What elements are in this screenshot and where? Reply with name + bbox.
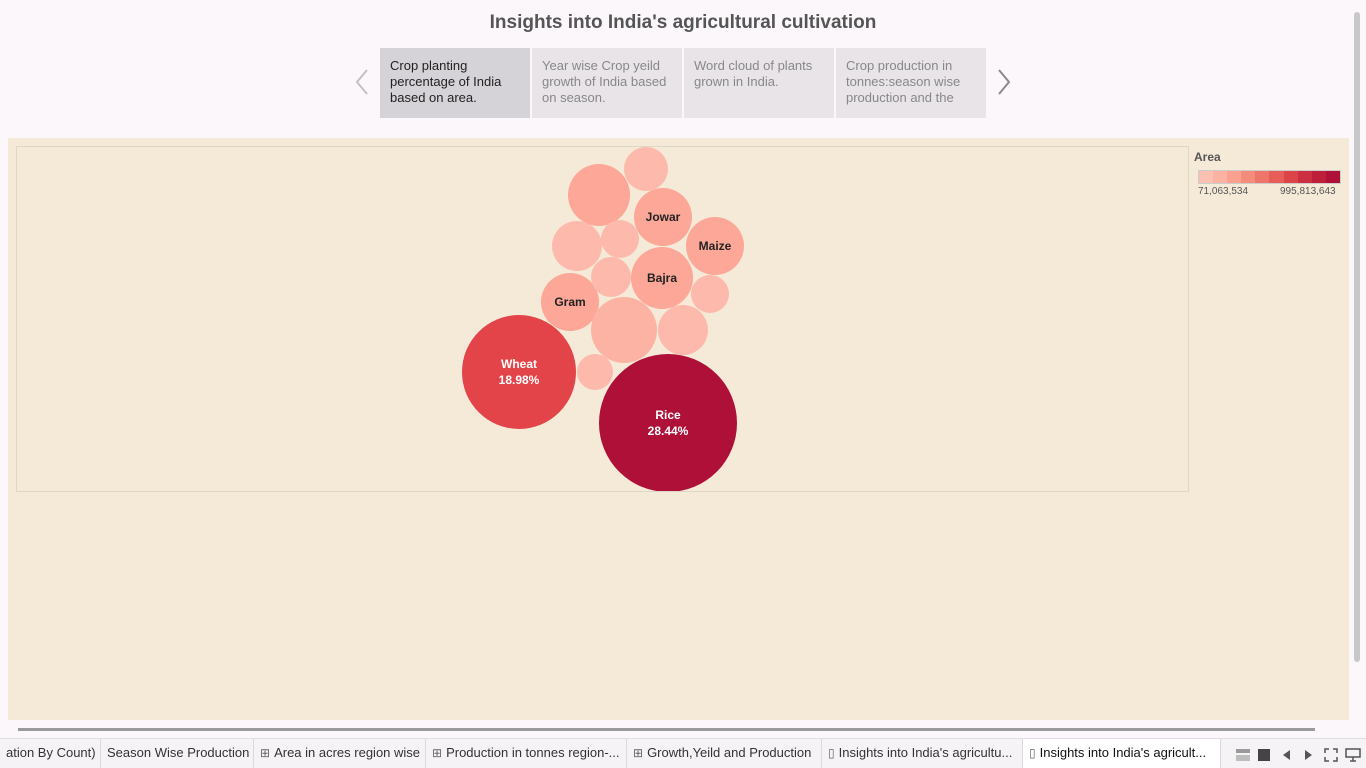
bubble-mark[interactable] [631,247,693,309]
story-icon: ▯ [1029,746,1036,760]
bubble-mark[interactable] [462,315,576,429]
tab-scroll-left-icon[interactable] [1283,750,1291,760]
fullscreen-icon[interactable] [1324,748,1338,762]
bubble-mark[interactable] [691,275,729,313]
dashboard-tab-growth-yield[interactable]: ⊞ Growth,Yeild and Production [627,739,822,768]
legend-min-label: 71,063,534 [1198,186,1249,197]
bubble-rice[interactable]: Rice 28.44% [599,354,737,491]
bubble-mark[interactable] [634,188,692,246]
bubble-unlabeled[interactable] [691,275,729,313]
bubble-wheat[interactable]: Wheat 18.98% [462,315,576,429]
legend-color-step [1325,171,1340,183]
story-tab-insights-2[interactable]: ▯ Insights into India's agricult... [1023,739,1221,768]
story-title: Insights into India's agricultural culti… [489,12,877,33]
dashboard-icon: ⊞ [432,746,443,760]
chevron-right-icon [998,69,1011,95]
bubble-mark[interactable] [601,220,639,258]
bubble-bajra[interactable]: Bajra [631,247,693,309]
bubble-percent-label: 18.98% [499,373,540,387]
bubble-label: Bajra [647,271,677,285]
bubble-unlabeled[interactable] [552,221,602,271]
bubble-maize[interactable]: Maize [686,217,744,275]
bubble-jowar[interactable]: Jowar [634,188,692,246]
bubble-unlabeled[interactable] [577,354,613,390]
story-point-4[interactable]: Crop production in tonnes:season wise pr… [836,48,986,118]
tab-label: Production in tonnes region-... [446,745,620,760]
bubble-unlabeled[interactable] [658,305,708,355]
bubble-label: Jowar [646,210,681,224]
show-tabs-icon[interactable] [1258,749,1270,761]
legend-color-step [1297,171,1312,183]
tab-label: Season Wise Production [107,745,250,760]
story-point-3[interactable]: Word cloud of plants grown in India. [684,48,834,118]
legend-color-step [1227,171,1242,183]
tab-label: Growth,Yeild and Production [647,745,812,760]
bubble-mark[interactable] [599,354,737,491]
dashboard-canvas: Rice 28.44% Wheat 18.98% Jowar Maize Bajra Gram… [8,138,1349,720]
color-legend-bar[interactable] [1198,170,1341,184]
bubble-mark[interactable] [577,354,613,390]
bubble-mark[interactable] [568,164,630,226]
dashboard-tab-production-region[interactable]: ⊞ Production in tonnes region-... [426,739,627,768]
bubble-mark[interactable] [552,221,602,271]
bubble-chart-frame: Rice 28.44% Wheat 18.98% Jowar Maize Bajra Gram [16,146,1189,492]
legend-color-step [1269,171,1284,183]
tab-label: ation By Count) [6,745,96,760]
bubble-unlabeled[interactable] [591,297,657,363]
bubble-mark[interactable] [591,297,657,363]
bubble-mark[interactable] [658,305,708,355]
next-story-point-button[interactable] [994,66,1014,98]
sheet-tab-season-wise-production[interactable]: Season Wise Production [101,739,254,768]
tab-scroll-right-icon[interactable] [1305,750,1313,760]
legend-color-step [1213,171,1228,183]
legend-color-step [1241,171,1256,183]
chevron-left-icon [355,69,368,95]
bubble-gram[interactable]: Gram [541,273,599,331]
horizontal-scrollbar[interactable] [18,728,1315,731]
bubble-mark[interactable] [541,273,599,331]
story-tab-insights-1[interactable]: ▯ Insights into India's agricultu... [822,739,1023,768]
bubble-chart: Rice 28.44% Wheat 18.98% Jowar Maize Bajra Gram [462,147,744,491]
story-point-1[interactable]: Crop planting percentage of India based … [380,48,530,118]
story-icon: ▯ [828,746,835,760]
legend-color-step [1311,171,1326,183]
bubble-label: Maize [699,239,732,253]
bubble-label: Rice [655,408,681,422]
bubble-mark[interactable] [686,217,744,275]
bubble-mark[interactable] [624,147,668,191]
legend-color-step [1283,171,1298,183]
dashboard-icon: ⊞ [633,746,644,760]
tab-label: Area in acres region wise [274,745,421,760]
legend-title: Area [1194,150,1221,164]
story-header: Insights into India's agricultural culti… [0,0,1352,136]
sheet-tab-bar: ation By Count) Season Wise Production ⊞… [0,738,1366,768]
bubble-unlabeled[interactable] [591,257,631,297]
bubble-percent-label: 28.44% [648,424,689,438]
bubble-unlabeled[interactable] [601,220,639,258]
tab-label: Insights into India's agricult... [1039,745,1207,760]
bubble-label: Gram [554,295,585,309]
bubble-unlabeled[interactable] [624,147,668,191]
legend-max-label: 995,813,643 [1280,186,1336,197]
previous-story-point-button[interactable] [352,66,372,98]
presentation-mode-icon[interactable] [1345,748,1361,762]
dashboard-tab-area-region-wise[interactable]: ⊞ Area in acres region wise [254,739,426,768]
tab-label: Insights into India's agricultu... [838,745,1013,760]
bubble-unlabeled[interactable] [568,164,630,226]
show-filmstrip-icon[interactable] [1236,749,1250,761]
legend-color-step [1199,171,1214,183]
vertical-scrollbar[interactable] [1354,12,1360,662]
bubble-label: Wheat [501,357,537,371]
bubble-mark[interactable] [591,257,631,297]
legend-color-step [1255,171,1270,183]
story-point-2[interactable]: Year wise Crop yeild growth of India bas… [532,48,682,118]
sheet-tab-1[interactable]: ation By Count) [0,739,101,768]
dashboard-icon: ⊞ [260,746,271,760]
